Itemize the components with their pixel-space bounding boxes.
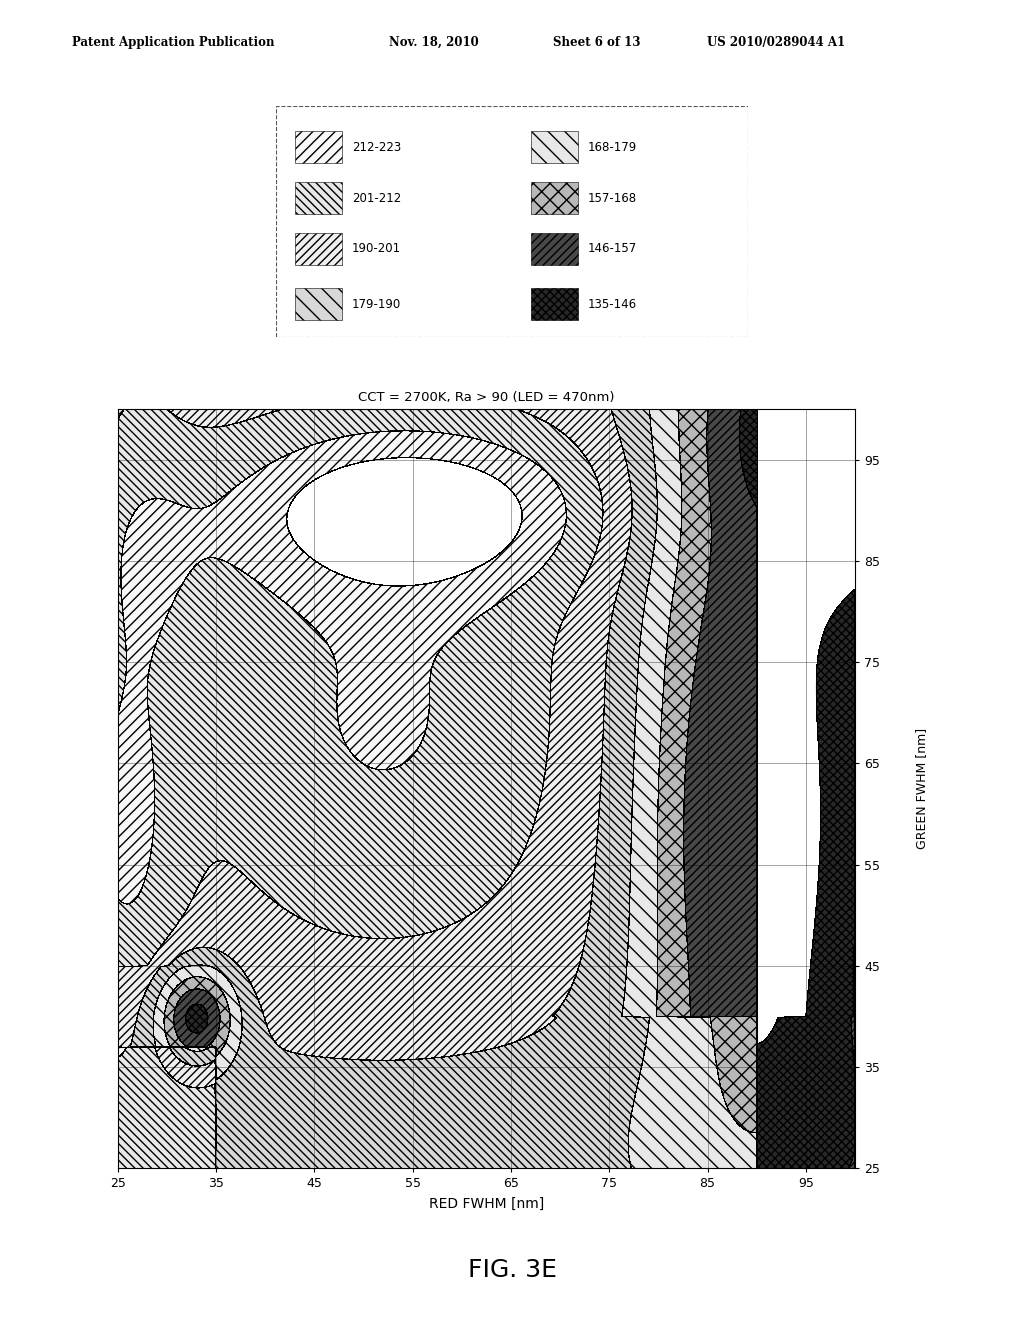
X-axis label: RED FWHM [nm]: RED FWHM [nm] <box>429 1197 544 1212</box>
Text: Sheet 6 of 13: Sheet 6 of 13 <box>553 36 640 49</box>
Bar <box>530 182 578 214</box>
Bar <box>530 232 578 265</box>
Text: FIG. 3E: FIG. 3E <box>468 1258 556 1282</box>
Text: 146-157: 146-157 <box>588 243 637 255</box>
Text: 201-212: 201-212 <box>352 191 401 205</box>
Bar <box>295 288 342 321</box>
Bar <box>530 288 578 321</box>
Text: 212-223: 212-223 <box>352 141 401 153</box>
Text: 179-190: 179-190 <box>352 298 401 310</box>
Text: 157-168: 157-168 <box>588 191 637 205</box>
Title: CCT = 2700K, Ra > 90 (LED = 470nm): CCT = 2700K, Ra > 90 (LED = 470nm) <box>358 391 614 404</box>
Text: 168-179: 168-179 <box>588 141 637 153</box>
Text: 190-201: 190-201 <box>352 243 401 255</box>
Bar <box>295 131 342 164</box>
Text: Nov. 18, 2010: Nov. 18, 2010 <box>389 36 479 49</box>
Text: 135-146: 135-146 <box>588 298 637 310</box>
Text: Patent Application Publication: Patent Application Publication <box>72 36 274 49</box>
Y-axis label: GREEN FWHM [nm]: GREEN FWHM [nm] <box>915 729 928 849</box>
Bar <box>295 182 342 214</box>
Bar <box>530 131 578 164</box>
Text: US 2010/0289044 A1: US 2010/0289044 A1 <box>707 36 845 49</box>
Bar <box>295 232 342 265</box>
